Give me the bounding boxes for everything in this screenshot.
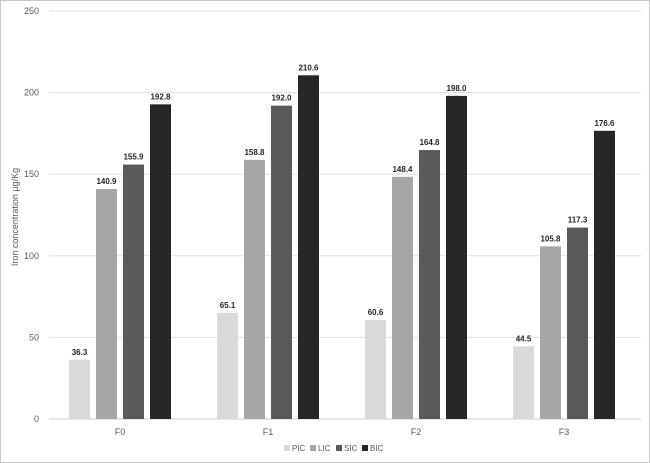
y-axis-ticks: 0 50 100 150 200 250: [24, 6, 39, 424]
y-tick-label: 250: [24, 6, 39, 16]
data-label: 164.8: [419, 138, 440, 147]
data-label: 192.0: [271, 94, 292, 103]
x-tick-label: F0: [115, 427, 126, 437]
data-label: 140.9: [96, 177, 117, 186]
bar-sic-f3: [567, 227, 588, 419]
bar-bic-f1: [298, 75, 319, 420]
data-label: 148.4: [392, 165, 413, 174]
legend-label-sic: SIC: [344, 444, 358, 453]
data-label: 36.3: [72, 348, 88, 357]
bar-bic-f3: [594, 130, 615, 419]
data-label: 155.9: [123, 153, 144, 162]
data-label: 210.6: [298, 63, 319, 72]
bar-pic-f3: [513, 346, 534, 419]
x-tick-label: F2: [411, 427, 422, 437]
bar-sic-f1: [271, 105, 292, 419]
bar-sic-f2: [419, 150, 440, 420]
legend-label-lic: LIC: [318, 444, 331, 453]
x-tick-label: F1: [263, 427, 274, 437]
legend-swatch-lic: [310, 445, 316, 451]
y-tick-label: 50: [29, 332, 39, 342]
legend-swatch-pic: [284, 445, 290, 451]
data-label: 192.8: [150, 92, 171, 101]
legend-swatch-sic: [336, 445, 342, 451]
y-tick-label: 200: [24, 88, 39, 98]
data-label: 198.0: [446, 84, 467, 93]
y-tick-label: 150: [24, 169, 39, 179]
y-axis-label: Iron concentration µg/Kg: [10, 168, 20, 266]
data-label: 65.1: [220, 301, 236, 310]
y-tick-label: 100: [24, 251, 39, 261]
bar-lic-f1: [244, 159, 265, 420]
bar-sic-f0: [123, 164, 144, 419]
data-label: 44.5: [516, 334, 532, 343]
data-label: 176.6: [594, 119, 615, 128]
data-label: 105.8: [540, 234, 561, 243]
bar-lic-f0: [96, 189, 117, 419]
legend-label-pic: PIC: [292, 444, 306, 453]
y-tick-label: 0: [34, 414, 39, 424]
bar-pic-f0: [69, 359, 90, 419]
bar-bic-f2: [446, 95, 467, 419]
legend-swatch-bic: [362, 445, 368, 451]
bar-lic-f3: [540, 246, 561, 419]
bar-pic-f1: [217, 312, 238, 419]
bar-bic-f0: [150, 104, 171, 419]
legend-label-bic: BIC: [370, 444, 384, 453]
data-label: 158.8: [244, 148, 265, 157]
bars: [69, 75, 615, 420]
data-label: 60.6: [368, 308, 384, 317]
x-axis-ticks: F0 F1 F2 F3: [115, 427, 570, 437]
data-label: 117.3: [568, 216, 588, 225]
x-tick-label: F3: [559, 427, 570, 437]
bar-lic-f2: [392, 176, 413, 419]
data-labels: 36.3 140.9 155.9 192.8 65.1 158.8 192.0 210.6 60…: [72, 63, 615, 356]
bar-pic-f2: [365, 320, 386, 419]
legend: PIC LIC SIC BIC: [284, 444, 384, 453]
